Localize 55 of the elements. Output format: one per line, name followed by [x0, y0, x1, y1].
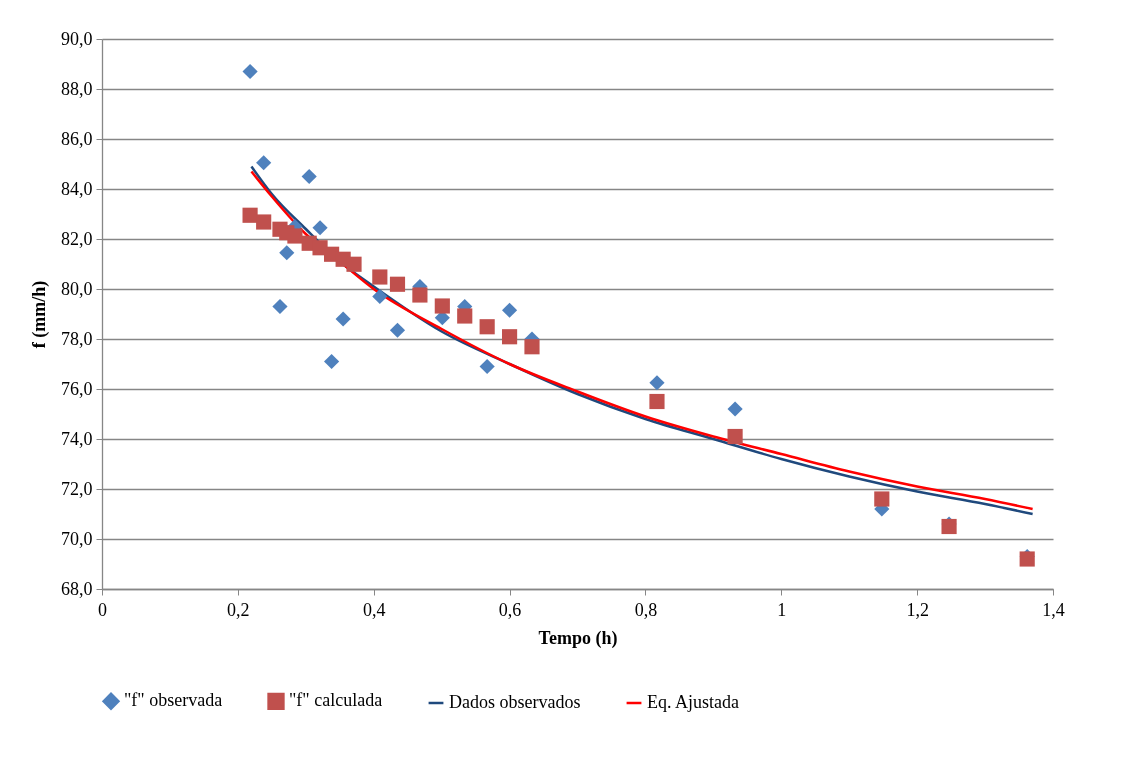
point [287, 228, 303, 244]
point [312, 220, 328, 236]
point [501, 329, 518, 345]
y-tick-label: 78,0 [61, 328, 93, 349]
point [242, 207, 258, 223]
x-tick-label: 0,2 [227, 599, 250, 620]
point [457, 308, 473, 324]
x-tick-label: 0 [98, 599, 107, 620]
y-tick-label: 68,0 [61, 578, 93, 599]
point [372, 288, 388, 305]
y-tick-label: 88,0 [61, 78, 93, 99]
point [256, 155, 272, 171]
y-tick-label: 70,0 [61, 528, 93, 549]
x-tick-label: 0,6 [498, 599, 522, 620]
point [524, 339, 540, 355]
y-tick-label: 76,0 [61, 378, 93, 399]
y-tick-label: 82,0 [61, 228, 93, 249]
point [372, 269, 388, 285]
y-tick-label: 80,0 [61, 278, 93, 299]
point [335, 311, 351, 327]
point [412, 287, 428, 303]
x-tick-label: 1,4 [1042, 599, 1065, 620]
point [434, 298, 450, 314]
point [301, 168, 317, 185]
x-tick-label: 0,4 [362, 599, 386, 620]
point [649, 375, 665, 391]
point [242, 63, 258, 80]
x-tick-label: 1,2 [906, 599, 929, 620]
y-axis-title: f (mm/h) [29, 280, 50, 349]
y-tick-label: 74,0 [61, 428, 93, 449]
point [324, 353, 340, 370]
point [649, 393, 665, 410]
point [346, 256, 362, 272]
x-tick-label: 1 [777, 599, 787, 620]
y-tick-label: 84,0 [61, 178, 93, 199]
legend-label: "f" observada [124, 690, 223, 711]
y-tick-label: 72,0 [61, 478, 93, 499]
point [256, 214, 272, 230]
point [389, 322, 406, 338]
x-tick-label: 0,8 [634, 599, 658, 620]
point [272, 298, 288, 315]
y-tick-label: 90,0 [61, 28, 93, 49]
x-axis-title: Tempo (h) [538, 627, 618, 649]
legend-label: Dados observados [449, 692, 581, 712]
legend-label: Eq. Ajustada [647, 692, 739, 712]
point [874, 491, 890, 507]
point [501, 302, 518, 318]
legend-label: "f" calculada [289, 690, 383, 711]
point [727, 401, 743, 417]
y-tick-label: 86,0 [61, 128, 93, 149]
point [479, 358, 495, 375]
point [389, 276, 406, 292]
point [727, 428, 743, 445]
point [279, 245, 295, 261]
point [479, 319, 495, 335]
